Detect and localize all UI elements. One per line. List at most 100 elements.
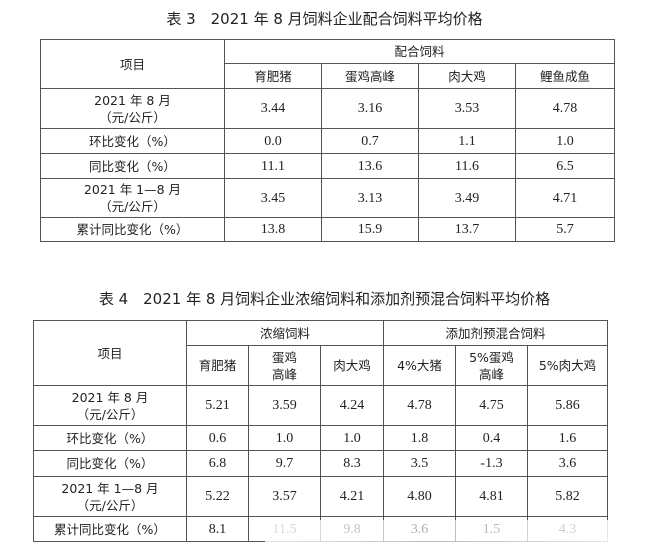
table3-title: 表 3 2021 年 8 月饲料企业配合饲料平均价格	[166, 10, 483, 28]
table-cell: 11.1	[224, 153, 322, 179]
column-header-line: 高峰	[479, 366, 505, 382]
column-header: 育肥猪	[186, 345, 249, 386]
table-cell: 3.5	[383, 450, 457, 477]
row-label-line: 2021 年 8 月	[94, 92, 171, 108]
table-cell: -1.3	[455, 450, 529, 477]
group-header-concentrate: 浓缩饲料	[185, 320, 385, 346]
table-cell: 3.16	[321, 88, 419, 129]
table-cell: 3.6	[527, 450, 609, 477]
row-label-line: 2021 年 1—8 月	[61, 480, 159, 496]
table-cell: 1.1	[418, 128, 516, 154]
table-cell: 5.7	[514, 217, 616, 242]
table-cell: 0.0	[224, 128, 322, 154]
table-cell: 1.0	[248, 425, 321, 451]
row-label: 累计同比变化（%）	[33, 516, 187, 542]
table-cell: 3.13	[321, 178, 419, 218]
table-row: 累计同比变化（%） 13.8 15.9 13.7 5.7	[40, 217, 616, 242]
row-label-line: （元/公斤）	[76, 406, 144, 422]
column-header: 鲤鱼成鱼	[514, 63, 616, 89]
row-label: 环比变化（%）	[33, 425, 187, 451]
column-header-line: 4%大猪	[397, 358, 442, 373]
row-label-line: 环比变化（%）	[89, 133, 176, 149]
table-cell: 3.59	[248, 385, 321, 426]
row-label: 2021 年 1—8 月 （元/公斤）	[40, 178, 225, 218]
row-label-line: 同比变化（%）	[89, 158, 176, 174]
table-cell: 5.22	[186, 476, 249, 517]
column-header-line: 5%蛋鸡	[469, 349, 514, 365]
table-cell: 13.8	[224, 217, 322, 242]
table-row: 2021 年 8 月（元/公斤） 3.44 3.16 3.53 4.78	[40, 88, 616, 129]
table-cell: 5.21	[186, 385, 249, 426]
row-label: 同比变化（%）	[33, 450, 187, 477]
table-row: 2021 年 8 月（元/公斤） 5.21 3.59 4.24 4.78 4.75 5.86	[33, 385, 609, 426]
table-cell: 4.21	[319, 476, 385, 517]
table-row: 环比变化（%） 0.0 0.7 1.1 1.0	[40, 128, 616, 154]
column-header-line: 蛋鸡	[271, 349, 297, 365]
table-cell: 3.49	[418, 178, 516, 218]
column-header: 肉大鸡	[418, 63, 516, 89]
table-cell: 4.75	[455, 385, 529, 426]
row-label-line: 累计同比变化（%）	[54, 521, 166, 537]
table-cell: 1.0	[514, 128, 616, 154]
table-cell: 6.5	[514, 153, 616, 179]
table-cell: 13.6	[321, 153, 419, 179]
table-cell: 0.6	[186, 425, 249, 451]
table-cell: 3.45	[224, 178, 322, 218]
table-cell: 4.71	[514, 178, 616, 218]
item-header: 项目	[40, 39, 225, 89]
table-cell: 5.82	[527, 476, 609, 517]
column-header-line: 高峰	[271, 366, 297, 382]
table-cell: 6.8	[186, 450, 249, 477]
table-cell: 11.6	[418, 153, 516, 179]
column-header-line: 肉大鸡	[333, 358, 371, 373]
column-header: 4%大猪	[383, 345, 457, 386]
column-header: 蛋鸡高峰	[321, 63, 419, 89]
table-cell: 3.57	[248, 476, 321, 517]
row-label-line: 环比变化（%）	[66, 430, 154, 446]
table-cell: 4.78	[383, 385, 457, 426]
table4-title: 表 4 2021 年 8 月饲料企业浓缩饲料和添加剂预混合饲料平均价格	[98, 290, 551, 308]
row-label: 累计同比变化（%）	[40, 217, 225, 242]
row-label-line: （元/公斤）	[99, 199, 166, 214]
table-cell: 9.7	[248, 450, 321, 477]
table-cell: 1.0	[319, 425, 385, 451]
table-cell: 1.8	[383, 425, 457, 451]
watermark-overlay	[265, 520, 610, 542]
table-cell: 5.86	[527, 385, 609, 426]
row-label: 环比变化（%）	[40, 128, 225, 154]
table-cell: 4.80	[383, 476, 457, 517]
column-header: 蛋鸡高峰	[248, 345, 321, 386]
table-cell: 3.53	[418, 88, 516, 129]
row-label: 2021 年 8 月（元/公斤）	[40, 88, 225, 129]
table-cell: 4.81	[455, 476, 529, 517]
column-header: 5%肉大鸡	[527, 345, 609, 386]
table-cell: 0.7	[321, 128, 419, 154]
row-label-line: （元/公斤）	[99, 109, 166, 125]
item-header: 项目	[33, 320, 187, 386]
group-header: 配合饲料	[223, 39, 616, 64]
row-label-line: 累计同比变化（%）	[76, 222, 189, 237]
row-label-line: 2021 年 8 月	[71, 389, 149, 405]
column-header: 肉大鸡	[319, 345, 385, 386]
row-label-line: （元/公斤）	[76, 497, 144, 513]
column-header: 育肥猪	[224, 63, 322, 89]
group-header-premix: 添加剂预混合饲料	[383, 320, 609, 346]
table-cell: 4.24	[319, 385, 385, 426]
table-cell: 0.4	[455, 425, 529, 451]
table-cell: 13.7	[418, 217, 516, 242]
column-header-line: 育肥猪	[198, 358, 237, 373]
row-label-line: 2021 年 1—8 月	[83, 182, 182, 197]
column-header: 5%蛋鸡 高峰	[455, 345, 529, 386]
row-label-line: 同比变化（%）	[66, 456, 154, 471]
table-row: 同比变化（%） 11.1 13.6 11.6 6.5	[40, 153, 616, 179]
table-cell: 8.3	[319, 450, 385, 477]
table-row: 2021 年 1—8 月（元/公斤） 5.22 3.57 4.21 4.80 4.81 5.…	[33, 476, 609, 517]
row-label: 同比变化（%）	[40, 153, 225, 179]
table-row: 2021 年 1—8 月 （元/公斤） 3.45 3.13 3.49 4.71	[40, 178, 616, 218]
table-cell: 15.9	[321, 217, 419, 242]
table-cell: 8.1	[186, 516, 249, 542]
table-cell: 4.78	[514, 88, 616, 129]
table4: 项目 浓缩饲料 添加剂预混合饲料 育肥猪 蛋鸡 高峰 肉大鸡 4%大猪 5%蛋鸡 高峰 5%肉…	[33, 320, 609, 542]
table3: 项目 配合饲料 育肥猪 蛋鸡高峰 肉大鸡 鲤鱼成鱼 2021 年 8 月（元/公斤） 3…	[40, 39, 616, 242]
row-label: 2021 年 8 月（元/公斤）	[33, 385, 187, 426]
